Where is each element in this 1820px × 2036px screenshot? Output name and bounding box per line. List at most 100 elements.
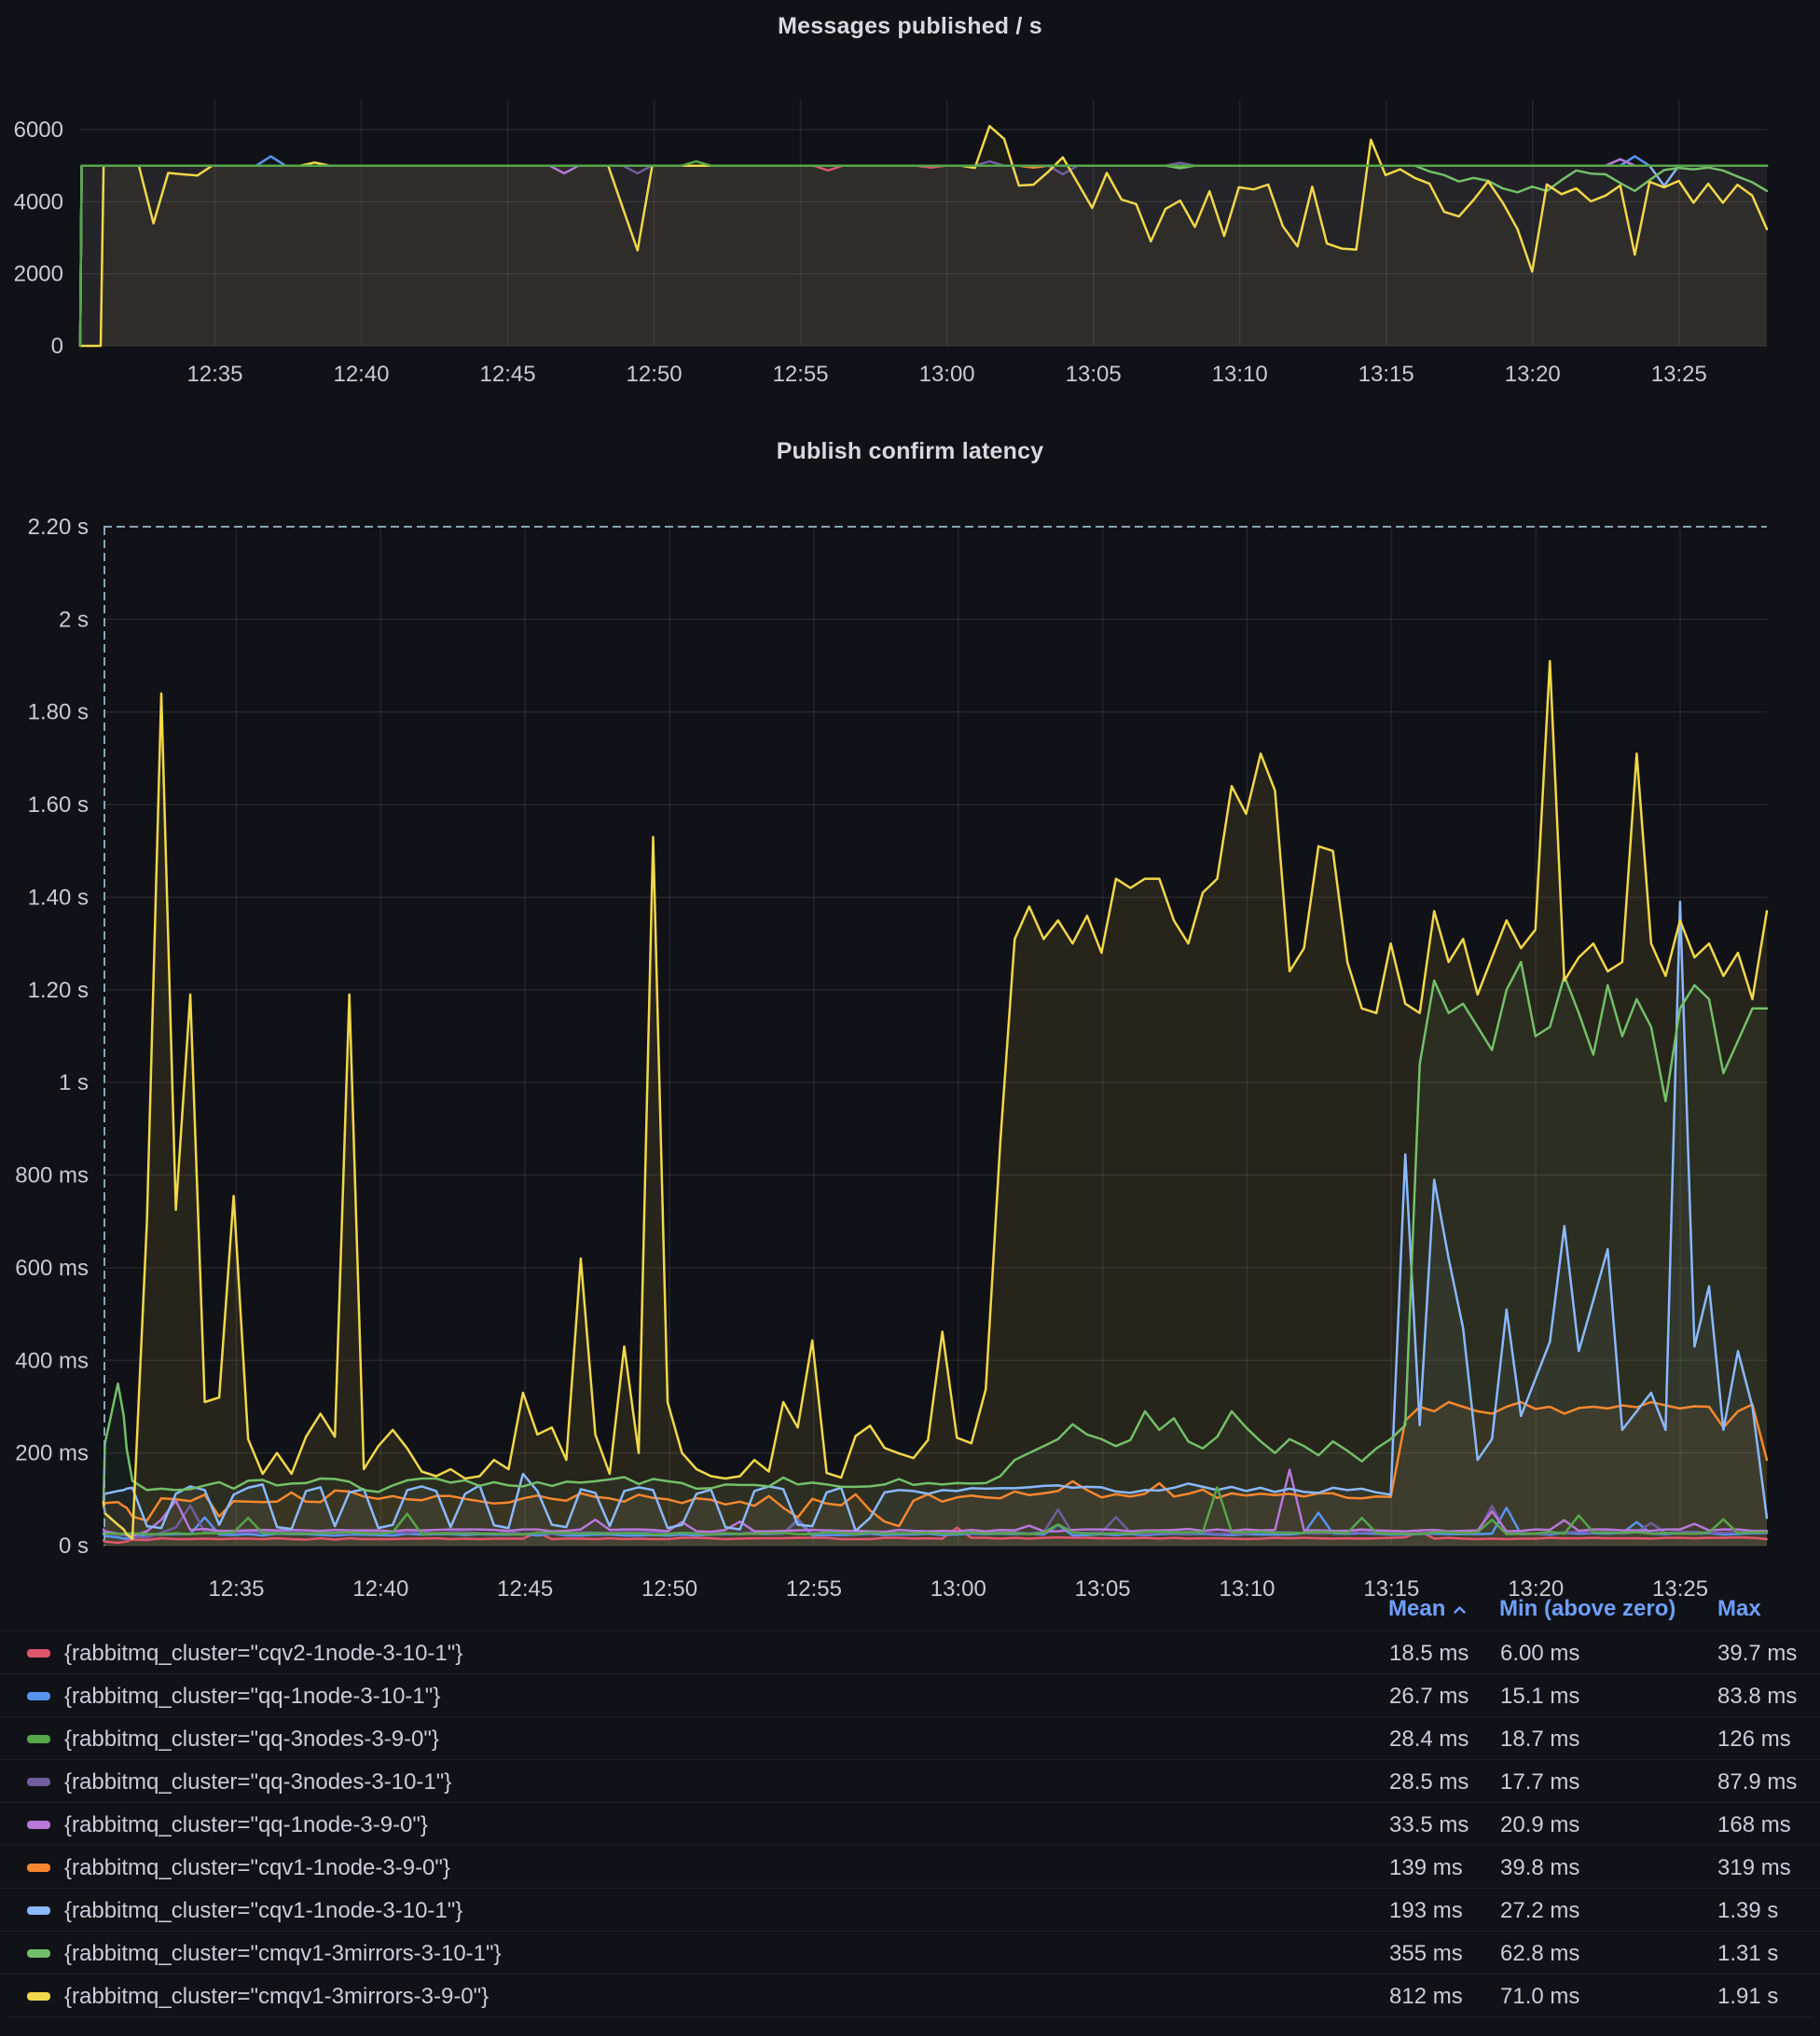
series-label[interactable]: {rabbitmq_cluster="cmqv1-3mirrors-3-10-1…	[64, 1941, 502, 1966]
y-axis-label: 2.20 s	[28, 515, 89, 540]
series-mean-value: 139 ms	[1389, 1855, 1463, 1880]
series-max-value: 87.9 ms	[1717, 1769, 1798, 1795]
series-color-swatch[interactable]	[27, 1992, 50, 2001]
series-area-ltblue	[103, 901, 1767, 1546]
legend-column-min-above-zero[interactable]: Min (above zero)	[1499, 1596, 1676, 1621]
y-axis-label: 6000	[14, 117, 63, 143]
series-color-swatch[interactable]	[27, 1821, 50, 1829]
series-mean-value: 33.5 ms	[1389, 1812, 1469, 1837]
y-axis-label: 600 ms	[15, 1256, 89, 1281]
series-label[interactable]: {rabbitmq_cluster="qq-3nodes-3-9-0"}	[64, 1726, 439, 1752]
series-mean-value: 18.5 ms	[1389, 1641, 1469, 1666]
series-label[interactable]: {rabbitmq_cluster="qq-1node-3-10-1"}	[64, 1684, 441, 1709]
legend-row-slate: {rabbitmq_cluster="qq-3nodes-3-10-1"} 28…	[0, 1759, 1820, 1802]
x-axis-label: 12:35	[186, 362, 242, 387]
series-mean-value: 28.5 ms	[1389, 1769, 1469, 1795]
series-area-orange	[103, 1402, 1767, 1546]
series-label[interactable]: {rabbitmq_cluster="cqv1-1node-3-10-1"}	[64, 1898, 463, 1923]
series-label[interactable]: {rabbitmq_cluster="qq-1node-3-9-0"}	[64, 1812, 428, 1837]
x-axis-label: 13:10	[1212, 362, 1268, 387]
series-area-yellow	[80, 126, 1767, 346]
series-mean-value: 26.7 ms	[1389, 1684, 1469, 1709]
sort-caret-up-icon	[1453, 1590, 1467, 1628]
y-axis-label: 400 ms	[15, 1348, 89, 1373]
x-axis-label: 13:25	[1651, 362, 1707, 387]
legend-column-mean[interactable]: Mean	[1388, 1590, 1467, 1628]
series-line-red[interactable]	[102, 1526, 1769, 1545]
series-max-value: 39.7 ms	[1717, 1641, 1798, 1666]
x-axis-label: 12:55	[773, 362, 829, 387]
x-axis-label: 12:40	[352, 1576, 408, 1602]
y-axis-label: 1.20 s	[28, 978, 89, 1003]
x-axis-label: 13:05	[1066, 362, 1122, 387]
x-axis-label: 12:50	[641, 1576, 697, 1602]
y-axis-label: 4000	[14, 189, 63, 214]
x-axis-label: 13:20	[1505, 362, 1561, 387]
series-color-swatch[interactable]	[27, 1692, 50, 1700]
series-min-value: 27.2 ms	[1500, 1898, 1580, 1923]
y-axis-label: 2 s	[59, 607, 89, 632]
series-max-value: 1.39 s	[1717, 1898, 1779, 1923]
series-color-swatch[interactable]	[27, 1906, 50, 1915]
panel-title-messages-published: Messages published / s	[778, 13, 1042, 39]
series-max-value: 126 ms	[1717, 1726, 1791, 1752]
series-color-swatch[interactable]	[27, 1735, 50, 1743]
series-min-value: 39.8 ms	[1500, 1855, 1580, 1880]
series-min-value: 6.00 ms	[1500, 1641, 1580, 1666]
series-area-yellow	[103, 661, 1767, 1546]
legend-column-max[interactable]: Max	[1717, 1596, 1761, 1621]
x-axis-label: 13:20	[1508, 1576, 1564, 1602]
series-line-yellow[interactable]	[102, 659, 1769, 1540]
series-min-value: 18.7 ms	[1500, 1726, 1580, 1752]
legend-divider	[7, 2016, 1813, 2017]
series-min-value: 71.0 ms	[1500, 1984, 1580, 2009]
legend-row-blue: {rabbitmq_cluster="qq-1node-3-10-1"} 26.…	[0, 1673, 1820, 1716]
series-line-orchid[interactable]	[102, 1468, 1769, 1537]
series-mean-value: 193 ms	[1389, 1898, 1463, 1923]
legend-row-ltgreen: {rabbitmq_cluster="cmqv1-3mirrors-3-10-1…	[0, 1931, 1820, 1974]
legend-row-orchid: {rabbitmq_cluster="qq-1node-3-9-0"} 33.5…	[0, 1802, 1820, 1845]
plot-2[interactable]: 0 s 200 ms 400 ms 600 ms 800 ms 1 s 1.20 s 1.40…	[15, 515, 1769, 1602]
plot-1[interactable]: 0 2000 4000 6000 12:35 12:40 12:45 12:50 12:55 13…	[14, 100, 1769, 387]
y-axis-label: 200 ms	[15, 1441, 89, 1466]
legend-row-dkgreen: {rabbitmq_cluster="qq-3nodes-3-9-0"} 28.…	[0, 1716, 1820, 1759]
panel-title-publish-confirm-latency: Publish confirm latency	[776, 438, 1044, 464]
series-max-value: 83.8 ms	[1717, 1684, 1798, 1709]
series-line-orange[interactable]	[102, 1400, 1769, 1528]
series-label[interactable]: {rabbitmq_cluster="cqv1-1node-3-9-0"}	[64, 1855, 450, 1880]
y-axis-label: 0	[51, 334, 63, 359]
x-axis-label: 13:10	[1219, 1576, 1275, 1602]
series-line-dkgreen[interactable]	[78, 159, 1769, 348]
series-max-value: 1.31 s	[1717, 1941, 1779, 1966]
x-axis-label: 12:45	[497, 1576, 553, 1602]
legend-row-yellow: {rabbitmq_cluster="cmqv1-3mirrors-3-9-0"…	[0, 1974, 1820, 2016]
y-axis-label: 2000	[14, 262, 63, 287]
series-mean-value: 28.4 ms	[1389, 1726, 1469, 1752]
series-label[interactable]: {rabbitmq_cluster="qq-3nodes-3-10-1"}	[64, 1769, 452, 1795]
x-axis-label: 13:15	[1358, 362, 1414, 387]
x-axis-label: 13:00	[919, 362, 975, 387]
x-axis-label: 12:35	[208, 1576, 264, 1602]
x-axis-label: 12:40	[333, 362, 389, 387]
series-max-value: 1.91 s	[1717, 1984, 1779, 2009]
y-axis-label: 0 s	[59, 1534, 89, 1559]
x-axis-label: 13:00	[931, 1576, 986, 1602]
y-axis-label: 800 ms	[15, 1163, 89, 1189]
y-axis-label: 1.60 s	[28, 792, 89, 818]
series-min-value: 17.7 ms	[1500, 1769, 1580, 1795]
series-area-ltgreen	[80, 165, 1767, 346]
series-color-swatch[interactable]	[27, 1649, 50, 1658]
series-min-value: 62.8 ms	[1500, 1941, 1580, 1966]
series-line-ltgreen[interactable]	[102, 960, 1769, 1506]
legend-row-orange: {rabbitmq_cluster="cqv1-1node-3-9-0"} 13…	[0, 1845, 1820, 1888]
series-mean-value: 355 ms	[1389, 1941, 1463, 1966]
series-label[interactable]: {rabbitmq_cluster="cqv2-1node-3-10-1"}	[64, 1641, 463, 1666]
series-line-ltblue[interactable]	[102, 901, 1769, 1533]
series-label[interactable]: {rabbitmq_cluster="cmqv1-3mirrors-3-9-0"…	[64, 1984, 489, 2009]
series-min-value: 15.1 ms	[1500, 1684, 1580, 1709]
y-axis-label: 1.40 s	[28, 885, 89, 910]
series-color-swatch[interactable]	[27, 1778, 50, 1786]
series-color-swatch[interactable]	[27, 1949, 50, 1958]
series-color-swatch[interactable]	[27, 1864, 50, 1872]
series-line-dkgreen[interactable]	[102, 1486, 1769, 1536]
